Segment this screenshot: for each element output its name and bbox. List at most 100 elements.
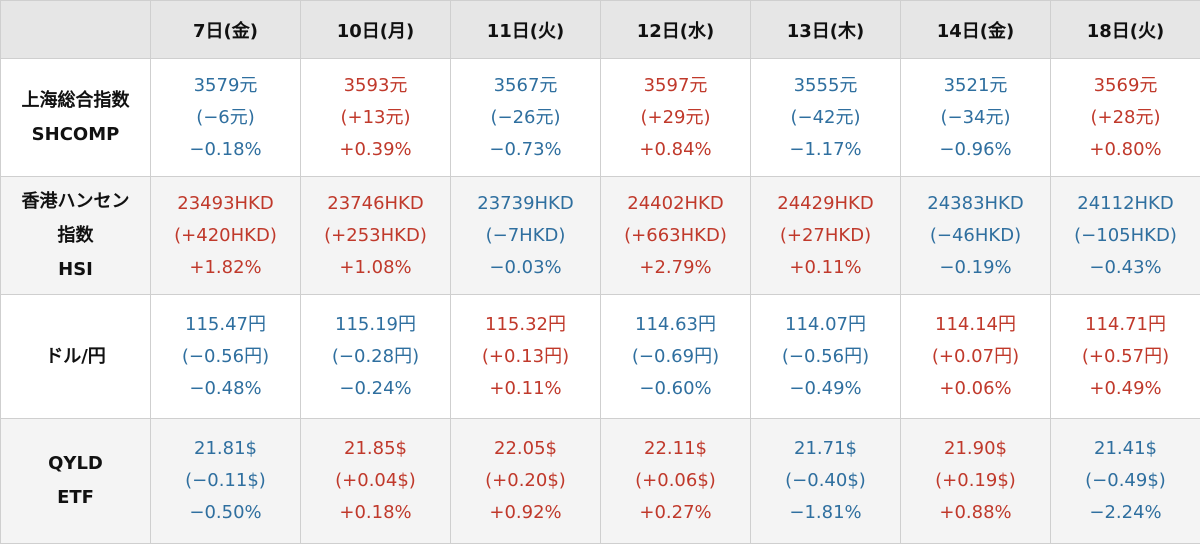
price-change-percent: +1.82%: [151, 252, 300, 284]
price-cell: 115.47円(−0.56円)−0.48%: [151, 295, 301, 419]
price-cell: 3579元(−6元)−0.18%: [151, 59, 301, 177]
price-cell: 114.14円(+0.07円)+0.06%: [901, 295, 1051, 419]
price-change: (−0.69円): [601, 341, 750, 373]
price-value: 24383HKD: [901, 188, 1050, 220]
price-change-percent: +0.88%: [901, 497, 1050, 529]
date-header: 7日(金): [151, 1, 301, 59]
row-label: ドル/円: [1, 295, 151, 419]
price-change-percent: +0.39%: [301, 134, 450, 166]
price-value: 114.14円: [901, 309, 1050, 341]
price-change: (−42元): [751, 102, 900, 134]
price-change-percent: +2.79%: [601, 252, 750, 284]
date-header: 14日(金): [901, 1, 1051, 59]
row-label-line: ETF: [1, 481, 150, 515]
price-value: 3597元: [601, 70, 750, 102]
price-change-percent: −1.81%: [751, 497, 900, 529]
price-value: 115.47円: [151, 309, 300, 341]
price-change-percent: −1.17%: [751, 134, 900, 166]
price-change-percent: +0.92%: [451, 497, 600, 529]
price-change-percent: +0.11%: [451, 373, 600, 405]
price-change: (+420HKD): [151, 220, 300, 252]
price-value: 3555元: [751, 70, 900, 102]
price-change-percent: +0.11%: [751, 252, 900, 284]
price-value: 21.71$: [751, 433, 900, 465]
price-change: (−0.56円): [751, 341, 900, 373]
price-change: (+27HKD): [751, 220, 900, 252]
price-change: (+253HKD): [301, 220, 450, 252]
price-value: 3593元: [301, 70, 450, 102]
price-cell: 24112HKD(−105HKD)−0.43%: [1051, 177, 1200, 295]
price-change: (+0.19$): [901, 465, 1050, 497]
price-cell: 22.11$(+0.06$)+0.27%: [601, 419, 751, 544]
price-change-percent: +1.08%: [301, 252, 450, 284]
date-header: 18日(火): [1051, 1, 1200, 59]
row-label-line: 上海総合指数: [1, 84, 150, 118]
price-cell: 114.07円(−0.56円)−0.49%: [751, 295, 901, 419]
price-value: 3579元: [151, 70, 300, 102]
price-change-percent: −0.43%: [1051, 252, 1200, 284]
row-label-line: QYLD: [1, 447, 150, 481]
row-label-line: SHCOMP: [1, 118, 150, 152]
price-change: (+0.20$): [451, 465, 600, 497]
corner-cell: [1, 1, 151, 59]
price-value: 21.85$: [301, 433, 450, 465]
price-value: 114.63円: [601, 309, 750, 341]
price-change-percent: +0.49%: [1051, 373, 1200, 405]
price-cell: 23739HKD(−7HKD)−0.03%: [451, 177, 601, 295]
price-change-percent: +0.80%: [1051, 134, 1200, 166]
price-value: 114.07円: [751, 309, 900, 341]
price-change: (−26元): [451, 102, 600, 134]
price-change-percent: +0.06%: [901, 373, 1050, 405]
price-change: (+663HKD): [601, 220, 750, 252]
price-cell: 3569元(+28元)+0.80%: [1051, 59, 1200, 177]
price-cell: 21.85$(+0.04$)+0.18%: [301, 419, 451, 544]
price-change: (+28元): [1051, 102, 1200, 134]
price-change-percent: +0.18%: [301, 497, 450, 529]
price-value: 24112HKD: [1051, 188, 1200, 220]
price-change-percent: −0.73%: [451, 134, 600, 166]
date-header: 10日(月): [301, 1, 451, 59]
price-value: 115.19円: [301, 309, 450, 341]
price-change: (−0.56円): [151, 341, 300, 373]
price-value: 21.81$: [151, 433, 300, 465]
price-cell: 115.19円(−0.28円)−0.24%: [301, 295, 451, 419]
price-cell: 22.05$(+0.20$)+0.92%: [451, 419, 601, 544]
price-value: 22.05$: [451, 433, 600, 465]
price-cell: 114.63円(−0.69円)−0.60%: [601, 295, 751, 419]
price-value: 22.11$: [601, 433, 750, 465]
price-change: (−0.28円): [301, 341, 450, 373]
price-change-percent: −2.24%: [1051, 497, 1200, 529]
price-cell: 3521元(−34元)−0.96%: [901, 59, 1051, 177]
price-cell: 23746HKD(+253HKD)+1.08%: [301, 177, 451, 295]
price-cell: 21.81$(−0.11$)−0.50%: [151, 419, 301, 544]
price-change: (+29元): [601, 102, 750, 134]
price-change: (−105HKD): [1051, 220, 1200, 252]
price-value: 23493HKD: [151, 188, 300, 220]
date-header: 11日(火): [451, 1, 601, 59]
price-change: (+0.13円): [451, 341, 600, 373]
price-change-percent: +0.27%: [601, 497, 750, 529]
price-value: 24402HKD: [601, 188, 750, 220]
price-value: 3521元: [901, 70, 1050, 102]
price-value: 21.41$: [1051, 433, 1200, 465]
price-change-percent: +0.84%: [601, 134, 750, 166]
price-value: 3567元: [451, 70, 600, 102]
price-change-percent: −0.19%: [901, 252, 1050, 284]
price-change-percent: −0.03%: [451, 252, 600, 284]
price-change-percent: −0.60%: [601, 373, 750, 405]
price-cell: 23493HKD(+420HKD)+1.82%: [151, 177, 301, 295]
price-change: (+13元): [301, 102, 450, 134]
price-change: (+0.57円): [1051, 341, 1200, 373]
date-header: 12日(水): [601, 1, 751, 59]
row-label-line: HSI: [1, 253, 150, 287]
price-change-percent: −0.48%: [151, 373, 300, 405]
price-cell: 114.71円(+0.57円)+0.49%: [1051, 295, 1200, 419]
price-value: 23746HKD: [301, 188, 450, 220]
row-label-line: ドル/円: [1, 340, 150, 374]
price-cell: 24429HKD(+27HKD)+0.11%: [751, 177, 901, 295]
